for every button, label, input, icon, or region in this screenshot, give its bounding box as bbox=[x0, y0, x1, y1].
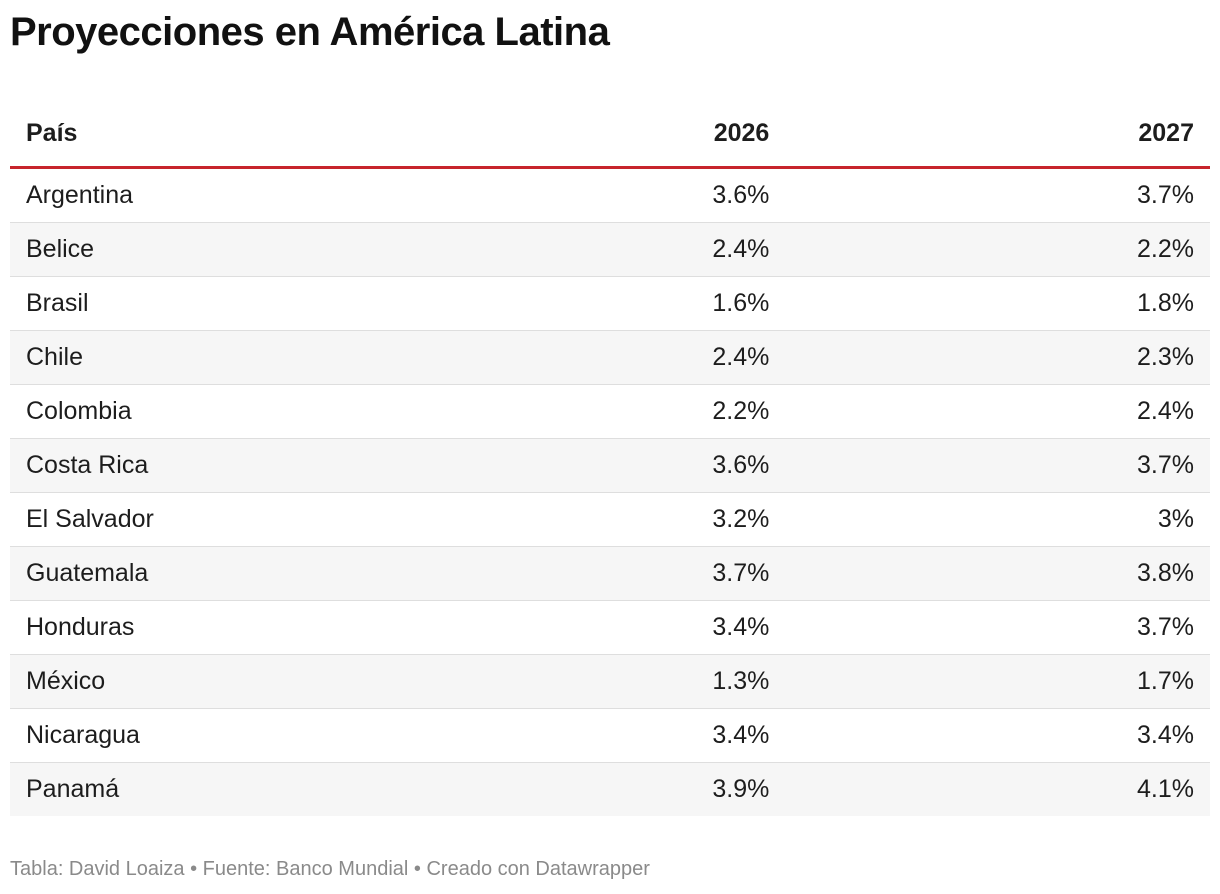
value-cell: 2.3% bbox=[785, 330, 1210, 385]
value-cell: 3.7% bbox=[350, 546, 786, 601]
value-cell: 3.4% bbox=[350, 600, 786, 655]
country-cell: Guatemala bbox=[10, 546, 351, 601]
table-row: El Salvador 3.2% 3% bbox=[10, 492, 1210, 547]
value-cell: 2.2% bbox=[785, 222, 1210, 277]
country-cell: México bbox=[10, 654, 351, 709]
value-cell: 3.7% bbox=[785, 600, 1210, 655]
table-row: Nicaragua 3.4% 3.4% bbox=[10, 708, 1210, 763]
table-row: México 1.3% 1.7% bbox=[10, 654, 1210, 709]
table-row: Colombia 2.2% 2.4% bbox=[10, 384, 1210, 439]
country-cell: El Salvador bbox=[10, 492, 351, 547]
title: Proyecciones en América Latina bbox=[10, 10, 610, 54]
footer-note: Tabla: David Loaiza • Fuente: Banco Mund… bbox=[10, 858, 650, 880]
value-cell: 3.8% bbox=[785, 546, 1210, 601]
value-cell: 1.7% bbox=[785, 654, 1210, 709]
table-row: Panamá 3.9% 4.1% bbox=[10, 762, 1210, 816]
table-row: Brasil 1.6% 1.8% bbox=[10, 276, 1210, 331]
country-cell: Panamá bbox=[10, 762, 351, 816]
country-cell: Argentina bbox=[10, 167, 351, 223]
country-cell: Costa Rica bbox=[10, 438, 351, 493]
column-header: 2027 bbox=[785, 100, 1210, 169]
value-cell: 3.9% bbox=[350, 762, 786, 816]
value-cell: 1.6% bbox=[350, 276, 786, 331]
country-cell: Chile bbox=[10, 330, 351, 385]
table-row: Costa Rica 3.6% 3.7% bbox=[10, 438, 1210, 493]
header-row: País 2026 2027 bbox=[10, 100, 1210, 169]
table-row: Honduras 3.4% 3.7% bbox=[10, 600, 1210, 655]
table-row: Chile 2.4% 2.3% bbox=[10, 330, 1210, 385]
value-cell: 2.2% bbox=[350, 384, 786, 439]
value-cell: 4.1% bbox=[785, 762, 1210, 816]
value-cell: 2.4% bbox=[350, 330, 786, 385]
value-cell: 3.7% bbox=[785, 438, 1210, 493]
value-cell: 1.3% bbox=[350, 654, 786, 709]
country-cell: Nicaragua bbox=[10, 708, 351, 763]
value-cell: 2.4% bbox=[350, 222, 786, 277]
value-cell: 2.4% bbox=[785, 384, 1210, 439]
country-cell: Honduras bbox=[10, 600, 351, 655]
value-cell: 3.2% bbox=[350, 492, 786, 547]
column-header: País bbox=[10, 100, 351, 169]
column-header: 2026 bbox=[350, 100, 786, 169]
value-cell: 3.6% bbox=[350, 438, 786, 493]
country-cell: Belice bbox=[10, 222, 351, 277]
table-row: Guatemala 3.7% 3.8% bbox=[10, 546, 1210, 601]
value-cell: 1.8% bbox=[785, 276, 1210, 331]
value-cell: 3.4% bbox=[785, 708, 1210, 763]
value-cell: 3.7% bbox=[785, 167, 1210, 223]
country-cell: Colombia bbox=[10, 384, 351, 439]
value-cell: 3.6% bbox=[350, 167, 786, 223]
data-table: País 2026 2027 Argentina 3.6% 3.7% Belice 2.4%… bbox=[10, 100, 1210, 816]
value-cell: 3% bbox=[785, 492, 1210, 547]
table-body: Argentina 3.6% 3.7% Belice 2.4% 2.2% Brasil 1.6… bbox=[10, 167, 1210, 816]
value-cell: 3.4% bbox=[350, 708, 786, 763]
table-row: Belice 2.4% 2.2% bbox=[10, 222, 1210, 277]
country-cell: Brasil bbox=[10, 276, 351, 331]
table-row: Argentina 3.6% 3.7% bbox=[10, 167, 1210, 223]
